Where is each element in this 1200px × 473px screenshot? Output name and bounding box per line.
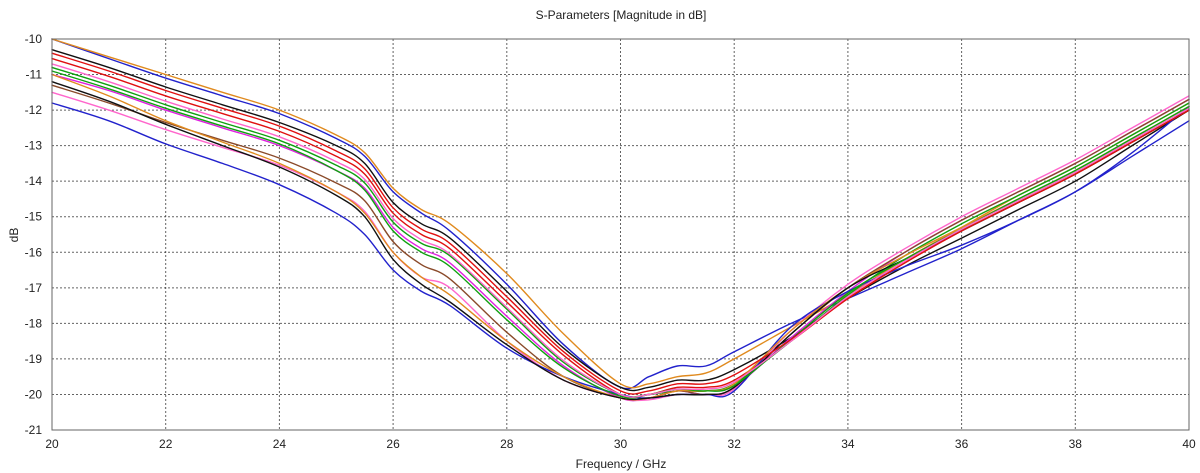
x-tick-label: 34 (841, 437, 855, 451)
x-tick-label: 26 (386, 437, 400, 451)
y-tick-label: -13 (25, 139, 43, 153)
y-tick-label: -14 (25, 174, 43, 188)
x-tick-label: 22 (159, 437, 173, 451)
y-tick-label: -11 (26, 68, 43, 82)
series-line-13 (51, 52, 1190, 395)
x-tick-label: 32 (728, 437, 742, 451)
x-tick-label: 36 (955, 437, 969, 451)
x-tick-label: 38 (1069, 437, 1083, 451)
chart-title: S-Parameters [Magnitude in dB] (536, 8, 707, 22)
y-tick-label: -16 (25, 245, 43, 259)
x-tick-label: 24 (273, 437, 287, 451)
series-line-3 (51, 49, 1190, 392)
grid (52, 39, 1189, 430)
y-axis-ticks: -10 -11 -12 -13 -14 -15 -16 -17 -18 -19 -20 -21 (25, 32, 43, 437)
y-tick-label: -19 (25, 352, 43, 366)
y-tick-label: -10 (25, 32, 43, 46)
x-tick-label: 40 (1182, 437, 1196, 451)
x-axis-ticks: 20 22 24 26 28 30 32 34 36 38 40 (45, 437, 1196, 451)
y-tick-label: -18 (25, 316, 43, 330)
series-line-14 (51, 63, 1190, 398)
plot-frame (51, 38, 1190, 431)
x-tick-label: 28 (500, 437, 514, 451)
x-axis-title: Frequency / GHz (576, 457, 667, 471)
y-tick-label: -15 (25, 210, 43, 224)
y-tick-label: -17 (25, 281, 43, 295)
y-tick-label: -21 (25, 423, 43, 437)
y-axis-title: dB (7, 228, 21, 243)
y-tick-label: -20 (25, 387, 43, 401)
x-tick-label: 20 (45, 437, 59, 451)
series-group (51, 38, 1190, 402)
y-tick-label: -12 (25, 103, 43, 117)
x-tick-label: 30 (614, 437, 628, 451)
series-line-8 (51, 91, 1190, 402)
